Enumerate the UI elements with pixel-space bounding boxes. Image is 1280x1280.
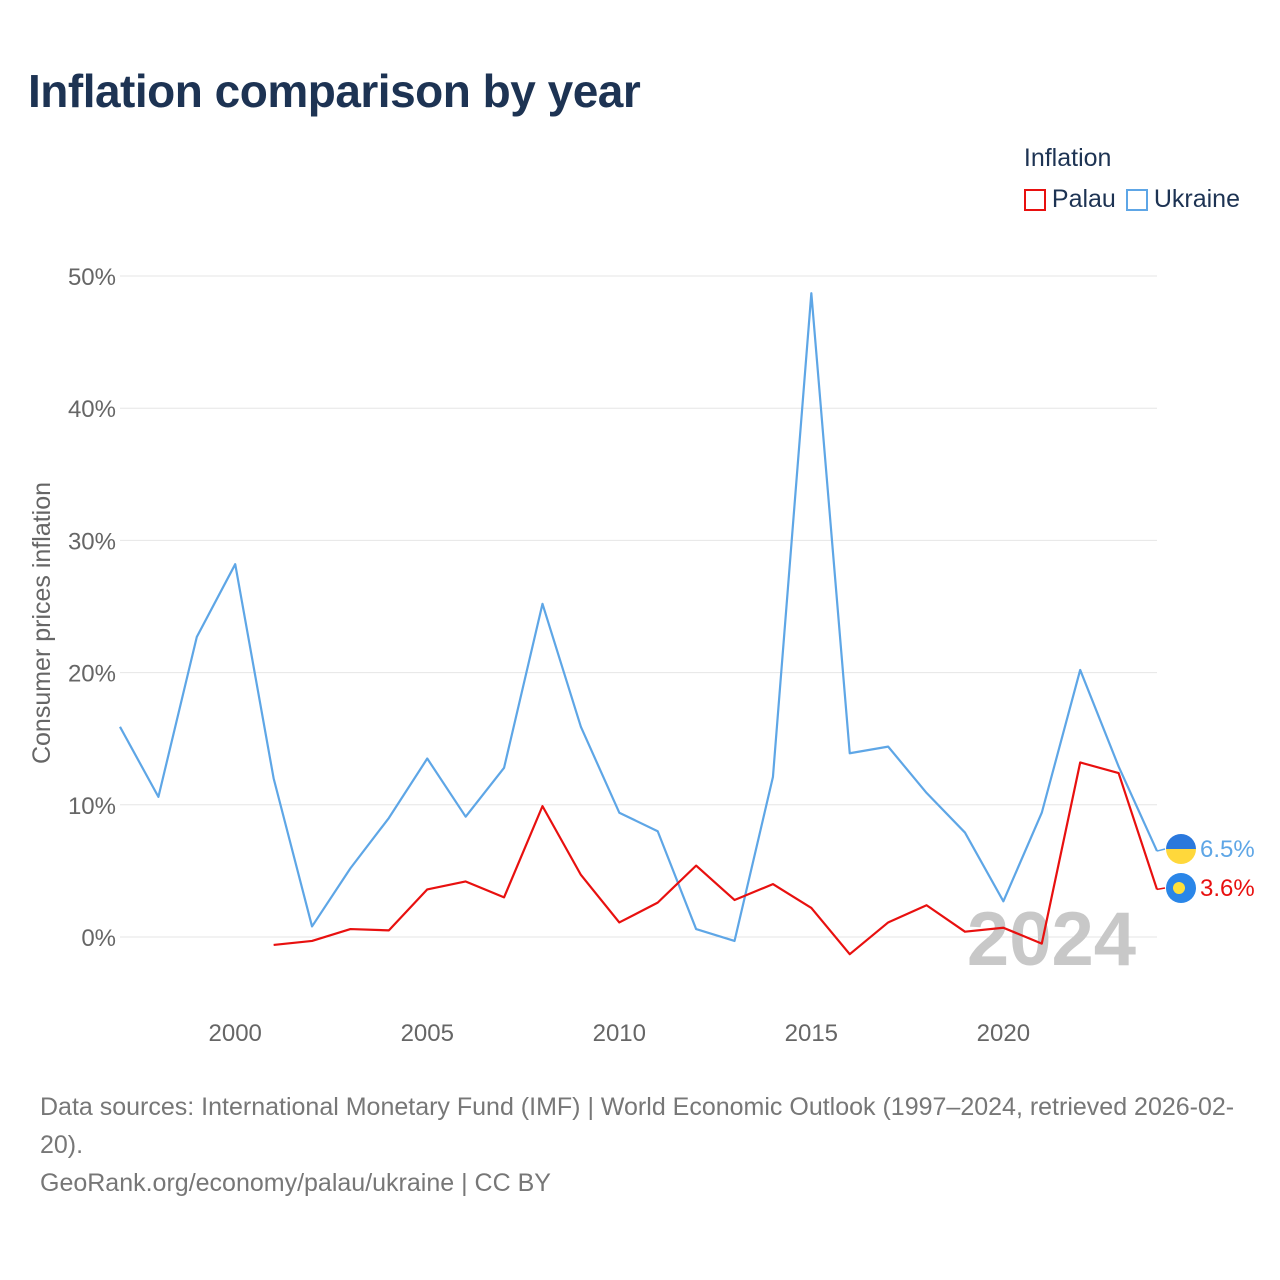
year-watermark: 2024 xyxy=(967,897,1136,982)
x-tick-label: 2010 xyxy=(593,1020,646,1047)
legend-label-ukraine: Ukraine xyxy=(1153,185,1240,213)
x-tick-label: 2020 xyxy=(977,1020,1030,1047)
y-tick-label: 0% xyxy=(81,925,116,952)
end-connector-ukraine xyxy=(1156,848,1166,852)
legend-swatch-palau xyxy=(1023,188,1046,211)
y-axis-label: Consumer prices inflation xyxy=(28,482,56,764)
credit-link[interactable]: GeoRank.org/economy/palau/ukraine | CC B… xyxy=(40,1169,551,1197)
legend-label-palau: Palau xyxy=(1051,185,1116,213)
end-connector-palau xyxy=(1156,887,1166,891)
y-axis-ticks: 0% 10% 20% 30% 40% 50% xyxy=(68,264,116,952)
x-tick-label: 2000 xyxy=(209,1020,262,1047)
legend-item-ukraine[interactable]: Ukraine xyxy=(1125,185,1240,214)
x-axis-ticks: 2000 2005 2010 2015 2020 xyxy=(209,1020,1031,1047)
series-end-markers: 6.5% 3.6% xyxy=(1156,834,1255,903)
series-line-palau[interactable] xyxy=(273,761,1159,956)
legend-swatch-ukraine xyxy=(1125,188,1148,211)
data-sources: Data sources: International Monetary Fun… xyxy=(40,1093,1235,1159)
chart-title: Inflation comparison by year xyxy=(28,65,641,117)
series-lines xyxy=(119,292,1159,956)
x-tick-label: 2015 xyxy=(785,1020,838,1047)
footer: Data sources: International Monetary Fun… xyxy=(40,1088,1250,1202)
gridlines xyxy=(120,275,1157,938)
series-line-ukraine[interactable] xyxy=(119,292,1159,943)
y-tick-label: 20% xyxy=(68,661,116,688)
legend-title: Inflation xyxy=(1023,144,1112,172)
y-tick-label: 30% xyxy=(68,528,116,555)
line-chart: 0% 10% 20% 30% 40% 50% 2000 2005 2010 2015 2020 C… xyxy=(28,264,1255,1047)
ukraine-flag-icon xyxy=(1166,834,1196,864)
x-tick-label: 2005 xyxy=(401,1020,454,1047)
y-tick-label: 10% xyxy=(68,793,116,820)
end-label-ukraine: 6.5% xyxy=(1200,836,1255,863)
legend-item-palau[interactable]: Palau xyxy=(1023,185,1116,214)
legend: Inflation Palau Ukraine xyxy=(1023,144,1240,214)
y-tick-label: 40% xyxy=(68,396,116,423)
y-tick-label: 50% xyxy=(68,264,116,291)
palau-flag-icon xyxy=(1166,873,1196,903)
end-label-palau: 3.6% xyxy=(1200,875,1255,902)
